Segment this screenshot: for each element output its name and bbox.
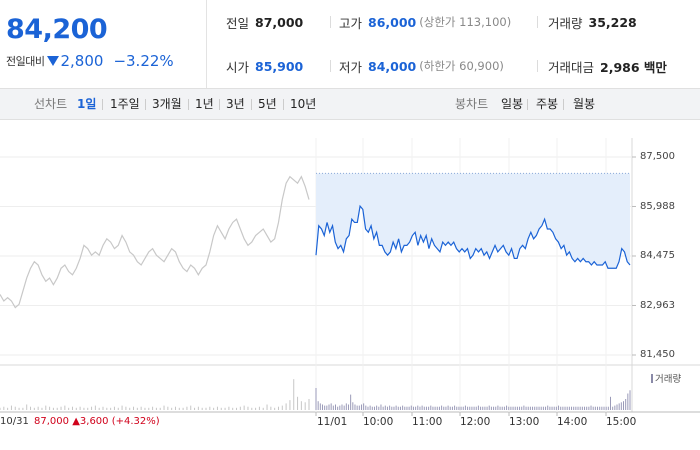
stat-label: 시가	[226, 59, 250, 75]
stat-label: 고가	[339, 15, 363, 31]
stats-grid: 전일 87,000 고가 86,000 (상한가 113,100) 거래량 35…	[207, 0, 700, 88]
stat-low: 저가 84,000 (하한가 60,900)	[339, 44, 504, 88]
down-arrow-icon	[47, 56, 60, 66]
volume-legend-mark	[651, 373, 653, 383]
divider	[563, 99, 564, 110]
change-percent: −3.22%	[113, 52, 174, 70]
prev-day-info: 10/31 87,000 ▲3,600 (+4.32%)	[0, 416, 160, 427]
stat-value: 87,000	[255, 14, 304, 30]
x-tick-label: 11/01	[317, 416, 348, 428]
stat-high: 고가 86,000 (상한가 113,100)	[339, 0, 511, 44]
stat-value: 2,986 백만	[600, 59, 667, 75]
up-arrow-icon: ▲	[72, 416, 80, 427]
price-summary: 84,200 전일대비 2,800 −3.22%	[0, 0, 207, 88]
volume-legend-label: 거래량	[655, 374, 682, 385]
line-chart-label: 선차트	[34, 97, 68, 111]
divider	[330, 60, 331, 72]
upper-limit: (상한가 113,100)	[419, 15, 512, 29]
divider	[283, 99, 284, 110]
stat-value: 85,900	[255, 58, 304, 74]
tab-5y[interactable]: 5년	[258, 97, 277, 111]
prev-day-close: 87,000	[34, 416, 70, 427]
y-tick-label: 87,500	[640, 151, 675, 162]
tab-weekly-candle[interactable]: 주봉	[536, 97, 559, 111]
x-tick-label: 11:00	[412, 416, 443, 428]
x-tick-label: 15:00	[606, 416, 637, 428]
x-tick-label: 14:00	[557, 416, 588, 428]
divider	[330, 16, 331, 28]
prev-day-date: 10/31	[0, 416, 29, 427]
divider	[102, 99, 103, 110]
prev-day-pct: (+4.32%)	[111, 416, 160, 427]
stat-open: 시가 85,900	[226, 44, 303, 88]
tab-1y[interactable]: 1년	[195, 97, 214, 111]
chart-tabs-bar: 선차트 1일 1주일 3개월 1년 3년 5년 10년 봉차트 일봉 주봉 월봉	[0, 88, 700, 120]
stat-label: 저가	[339, 59, 363, 75]
current-price: 84,200	[6, 14, 108, 45]
divider	[219, 99, 220, 110]
tab-1w[interactable]: 1주일	[110, 97, 140, 111]
stat-label: 거래량	[548, 15, 583, 31]
stat-label: 전일	[226, 15, 250, 31]
candle-chart-label: 봉차트	[455, 97, 489, 111]
divider	[537, 16, 538, 28]
today-price-line	[315, 204, 631, 269]
tab-3y[interactable]: 3년	[226, 97, 245, 111]
divider	[145, 99, 146, 110]
y-tick-label: 84,475	[640, 250, 675, 261]
stat-value: 84,000	[368, 58, 417, 74]
tab-1d[interactable]: 1일	[77, 97, 97, 111]
stat-prev-close: 전일 87,000	[226, 0, 303, 44]
divider	[188, 99, 189, 110]
stat-value: 86,000	[368, 14, 417, 30]
stat-volume: 거래량 35,228	[548, 0, 637, 44]
prev-day-change: 3,600	[79, 416, 109, 427]
y-tick-label: 85,988	[640, 201, 675, 212]
tab-daily-candle[interactable]: 일봉	[501, 97, 524, 111]
tab-3m[interactable]: 3개월	[152, 97, 182, 111]
tab-monthly-candle[interactable]: 월봉	[573, 97, 596, 111]
stat-label: 거래대금	[548, 59, 595, 75]
y-tick-label: 82,963	[640, 300, 675, 311]
y-tick-label: 81,450	[640, 349, 675, 360]
tab-10y[interactable]: 10년	[290, 97, 317, 111]
stat-trade-value: 거래대금 2,986 백만	[548, 44, 667, 88]
stat-value: 35,228	[588, 14, 637, 30]
volume-legend: 거래량	[651, 371, 681, 385]
change-label: 전일대비	[6, 55, 45, 68]
lower-limit: (하한가 60,900)	[419, 59, 504, 73]
divider	[537, 60, 538, 72]
change-row: 전일대비 2,800 −3.22%	[6, 52, 174, 70]
x-tick-label: 12:00	[460, 416, 491, 428]
change-value: 2,800	[60, 52, 104, 70]
x-tick-label: 13:00	[509, 416, 540, 428]
prev-day-price-line	[0, 175, 310, 309]
x-tick-label: 10:00	[363, 416, 394, 428]
divider	[251, 99, 252, 110]
divider	[527, 99, 528, 110]
